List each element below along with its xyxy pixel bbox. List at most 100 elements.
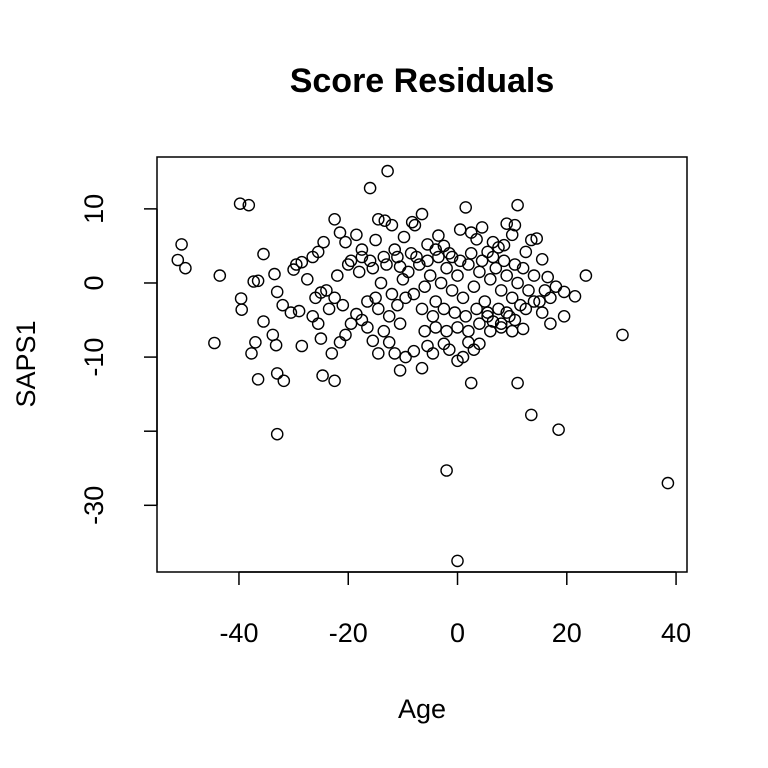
data-point <box>459 201 473 214</box>
data-point <box>505 291 519 305</box>
data-point <box>269 338 283 352</box>
data-point <box>451 554 464 568</box>
data-point <box>287 263 300 276</box>
data-point <box>429 243 443 256</box>
data-point <box>552 423 565 437</box>
data-point <box>503 309 516 323</box>
y-tick-label: 0 <box>79 275 109 290</box>
data-point <box>456 291 470 305</box>
data-point <box>508 218 522 232</box>
data-point <box>541 270 555 284</box>
data-point <box>464 376 478 390</box>
data-point <box>530 232 544 245</box>
data-point <box>440 464 453 477</box>
data-point <box>350 228 363 242</box>
data-point <box>462 324 475 338</box>
data-point <box>374 276 388 290</box>
data-point <box>171 253 185 267</box>
data-point <box>568 289 582 303</box>
data-point <box>451 269 464 282</box>
data-point <box>453 254 467 268</box>
data-point <box>440 324 453 338</box>
data-point <box>440 261 453 275</box>
y-axis-label: SAPS1 <box>11 320 41 407</box>
x-tick-label: -40 <box>219 618 258 648</box>
data-point <box>242 198 256 212</box>
data-point <box>391 298 404 312</box>
data-point <box>317 235 330 249</box>
data-point <box>535 252 549 266</box>
data-point <box>432 250 445 264</box>
data-point <box>516 261 530 275</box>
data-point <box>320 284 333 297</box>
data-point <box>514 298 527 312</box>
data-point <box>557 285 571 299</box>
data-point <box>380 258 393 271</box>
data-point <box>393 317 407 331</box>
data-point <box>245 347 258 360</box>
data-point <box>381 164 394 178</box>
data-point <box>316 369 329 382</box>
data-point <box>352 265 366 279</box>
data-point <box>500 269 514 282</box>
data-point <box>492 241 505 254</box>
data-point <box>557 309 571 323</box>
data-point <box>208 336 221 350</box>
data-point <box>494 317 508 331</box>
data-point <box>397 230 411 244</box>
data-point <box>415 302 429 316</box>
data-point <box>322 302 336 316</box>
data-point <box>355 243 369 256</box>
x-tick-label: 20 <box>552 618 582 648</box>
data-point <box>328 212 341 226</box>
data-point <box>366 261 380 275</box>
data-point <box>339 328 352 342</box>
data-point <box>467 280 481 294</box>
data-point <box>525 408 538 422</box>
data-point <box>434 276 448 290</box>
data-point <box>467 343 481 357</box>
data-point <box>462 335 475 349</box>
data-point <box>277 374 291 388</box>
data-point <box>473 265 486 279</box>
y-axis: -30 -10 0 10 <box>79 194 158 525</box>
data-point <box>527 295 541 308</box>
data-point <box>475 221 489 234</box>
data-point <box>393 364 407 377</box>
data-point <box>544 317 557 331</box>
data-point <box>328 291 341 305</box>
data-point <box>388 243 402 256</box>
data-point <box>661 476 675 490</box>
data-point <box>266 328 280 342</box>
data-point <box>500 306 514 319</box>
data-point <box>325 347 339 360</box>
data-point <box>445 284 459 297</box>
data-point <box>511 276 524 290</box>
data-point <box>423 269 437 282</box>
data-point <box>369 233 382 247</box>
data-point <box>311 245 325 259</box>
data-point <box>361 295 374 308</box>
data-point <box>497 254 511 268</box>
data-point <box>464 246 478 260</box>
data-point <box>453 223 467 236</box>
data-point <box>516 322 530 336</box>
data-point <box>339 235 352 249</box>
data-point <box>385 218 399 232</box>
data-point <box>399 291 412 305</box>
data-point <box>382 335 396 349</box>
data-point <box>549 280 563 294</box>
y-tick-label: -10 <box>79 338 109 377</box>
data-point <box>426 347 440 360</box>
data-point <box>418 280 432 294</box>
data-point <box>505 228 519 242</box>
data-point <box>344 317 358 331</box>
data-point <box>388 347 402 360</box>
data-point <box>418 324 432 338</box>
data-point <box>333 226 347 239</box>
data-point <box>508 258 522 271</box>
data-point <box>276 298 290 312</box>
y-tick-label: -30 <box>79 486 109 525</box>
data-point <box>361 321 374 334</box>
data-point <box>371 347 385 360</box>
